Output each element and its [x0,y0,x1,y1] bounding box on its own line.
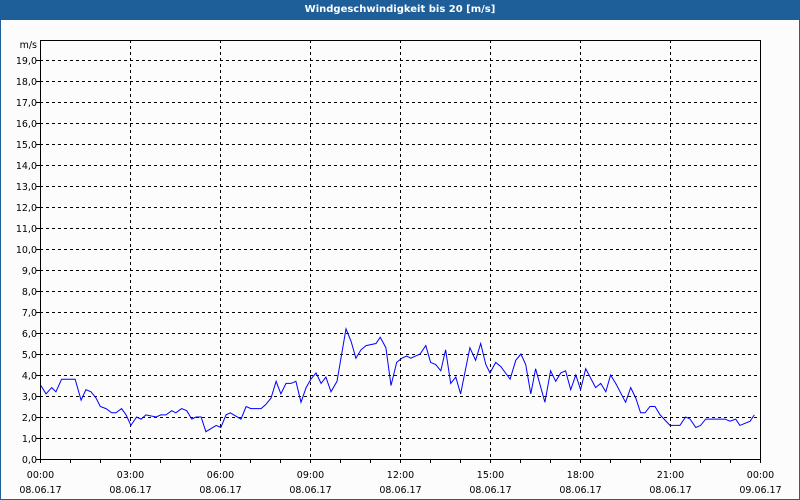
y-tick-label: 12,0 [16,203,37,214]
x-tick-date: 08.06.17 [379,485,421,496]
x-tick-date: 08.06.17 [649,485,691,496]
y-tick-label: 5,0 [22,350,37,361]
x-axis-labels: 00:00 08.06.17 03:00 08.06.17 06:00 08.06.17 0… [19,470,781,496]
x-tick-time: 03:00 [117,470,144,481]
x-tick-time: 00:00 [747,470,774,481]
y-tick-label: 13,0 [16,182,37,193]
y-tick-label: 8,0 [22,287,37,298]
series [40,326,755,433]
x-tick-time: 21:00 [657,470,684,481]
y-tick-label: 17,0 [16,98,37,109]
y-tick-label: 11,0 [16,224,37,235]
x-tick-date: 08.06.17 [289,485,331,496]
x-tick-date: 08.06.17 [469,485,511,496]
y-tick-label: 0,0 [22,455,37,466]
y-tick-label: 7,0 [22,308,37,319]
y-tick-label: 1,0 [22,434,37,445]
y-tick-label: 10,0 [16,245,37,256]
x-tick-date: 08.06.17 [199,485,241,496]
x-tick-time: 06:00 [207,470,234,481]
x-tick-time: 18:00 [567,470,594,481]
x-tick-time: 00:00 [27,470,54,481]
axes [36,40,761,463]
y-tick-label: 18,0 [16,77,37,88]
y-tick-label: 3,0 [22,392,37,403]
y-tick-label: 14,0 [16,161,37,172]
plot-border [40,40,761,460]
y-tick-label: 15,0 [16,140,37,151]
wind-speed-line [40,326,755,433]
chart-title: Windgeschwindigkeit bis 20 [m/s] [0,0,800,20]
x-tick-time: 15:00 [477,470,504,481]
x-tick-date: 08.06.17 [19,485,61,496]
x-tick-date: 08.06.17 [559,485,601,496]
y-tick-label: 2,0 [22,413,37,424]
x-tick-time: 09:00 [297,470,324,481]
y-tick-label: 16,0 [16,119,37,130]
y-tick-label: 19,0 [16,56,37,67]
y-tick-label: 6,0 [22,329,37,340]
y-axis-labels: 0,0 1,0 2,0 3,0 4,0 5,0 6,0 7,0 8,0 9,0 10,0 11,0 12… [16,56,37,466]
x-tick-date: 09.06.17 [739,485,781,496]
y-tick-label: 9,0 [22,266,37,277]
x-tick-date: 08.06.17 [109,485,151,496]
x-tick-time: 12:00 [387,470,414,481]
y-tick-label: 4,0 [22,371,37,382]
grid [40,40,760,459]
y-axis-unit: m/s [20,40,37,51]
